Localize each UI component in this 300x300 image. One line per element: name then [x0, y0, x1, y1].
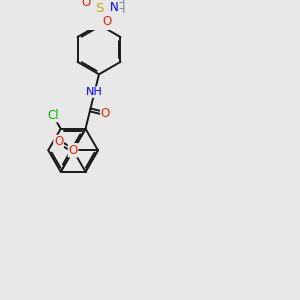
Text: Cl: Cl	[47, 109, 59, 122]
Text: N: N	[110, 1, 119, 13]
Text: H: H	[117, 0, 126, 9]
Text: O: O	[102, 15, 111, 28]
Text: O: O	[101, 107, 110, 120]
Text: O: O	[54, 135, 63, 148]
Text: O: O	[68, 144, 78, 157]
Text: O: O	[81, 0, 90, 9]
Text: H: H	[117, 5, 126, 15]
Text: NH: NH	[86, 87, 103, 97]
Text: S: S	[95, 2, 103, 15]
